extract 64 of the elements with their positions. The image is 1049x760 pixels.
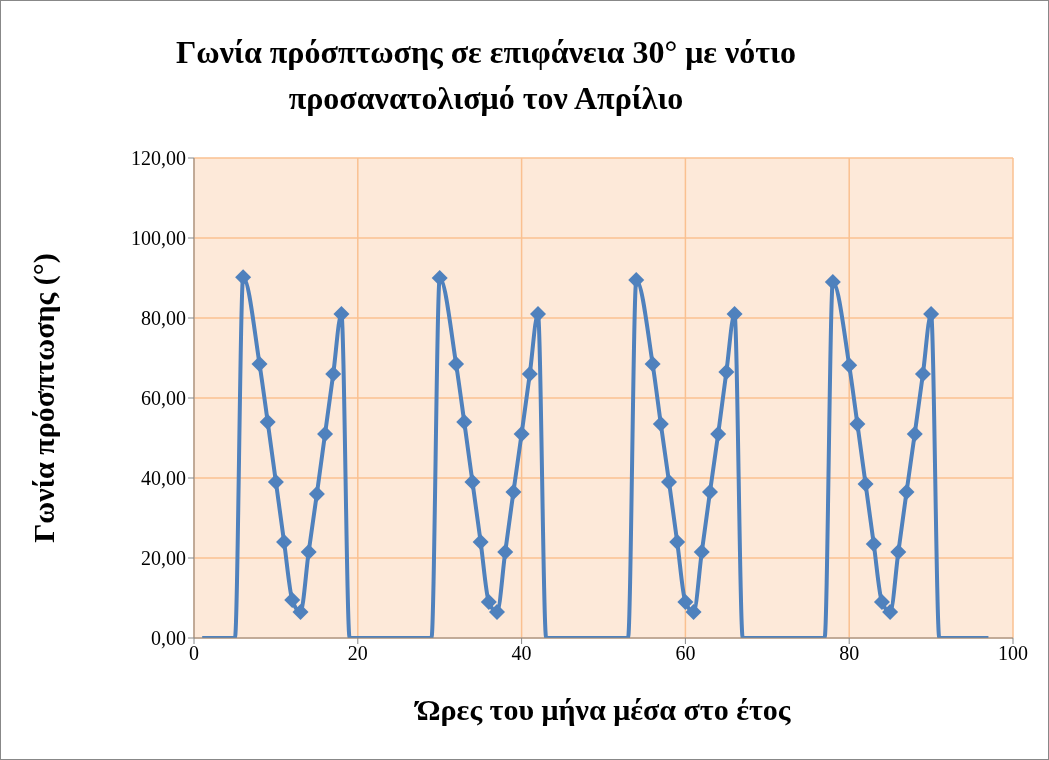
point (464, 474, 481, 490)
point (529, 306, 546, 322)
point (513, 426, 530, 442)
point (857, 476, 874, 492)
point (661, 474, 678, 490)
point (882, 604, 899, 620)
x-tick-label: 40 (511, 642, 532, 665)
x-tick-label: 20 (347, 642, 368, 665)
point (267, 474, 284, 490)
point (300, 544, 317, 560)
x-tick-label: 60 (675, 642, 696, 665)
point (448, 356, 465, 372)
point (865, 536, 882, 552)
point (718, 364, 735, 380)
point (259, 414, 276, 430)
point (235, 269, 252, 286)
point (456, 414, 473, 430)
point (652, 416, 669, 432)
point (505, 484, 522, 500)
point (325, 366, 342, 382)
y-tick-label: 20,00 (141, 547, 186, 570)
point (873, 594, 890, 610)
point (890, 544, 907, 560)
point (284, 592, 301, 608)
y-tick-label: 40,00 (141, 467, 186, 490)
y-axis-title: Γωνία πρόσπτωσης (°) (26, 253, 61, 543)
point (849, 416, 866, 432)
point (292, 604, 309, 620)
chart-title: Γωνία πρόσπτωσης σε επιφάνεια 30° με νότιο προσανατολισμό τον Απρίλιο (175, 33, 797, 118)
y-tick-label: 60,00 (141, 387, 186, 410)
point (644, 356, 661, 372)
point (677, 594, 694, 610)
x-axis-title: Ώρες του μήνα μέσα στο έτος (413, 693, 791, 726)
point (898, 484, 915, 500)
point (841, 357, 858, 374)
y-tick-label: 120,00 (131, 147, 186, 170)
point (923, 306, 940, 322)
y-tick-label: 0,00 (151, 627, 186, 650)
point (276, 534, 293, 550)
x-tick-label: 0 (189, 642, 199, 665)
point (685, 604, 702, 620)
point (431, 270, 448, 286)
point (472, 534, 489, 550)
point (693, 544, 710, 560)
point (701, 484, 718, 500)
point (251, 356, 268, 372)
y-tick-label: 80,00 (141, 307, 186, 330)
point (628, 272, 645, 288)
point (333, 306, 350, 322)
point (521, 366, 538, 382)
point (497, 544, 514, 560)
point (669, 534, 686, 550)
point (480, 594, 497, 610)
y-tick-label: 100,00 (131, 227, 186, 250)
point (824, 274, 841, 290)
point (906, 426, 923, 442)
point (489, 604, 506, 620)
point (308, 486, 325, 502)
x-tick-label: 80 (839, 642, 860, 665)
point (914, 366, 931, 382)
x-tick-label: 100 (998, 642, 1028, 665)
point (726, 306, 743, 322)
point (317, 426, 334, 442)
point (710, 426, 727, 442)
